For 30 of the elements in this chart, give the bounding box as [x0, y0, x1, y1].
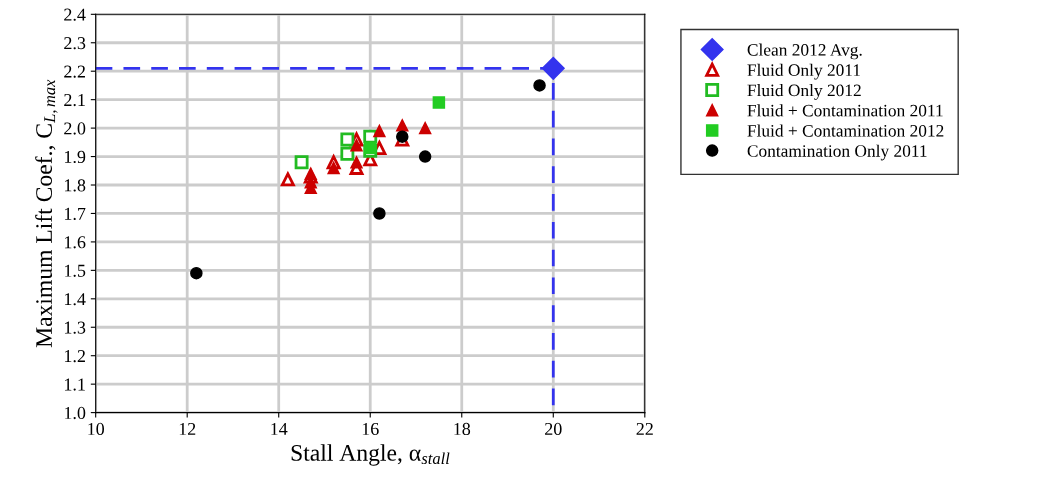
legend-label: Fluid + Contamination 2012 [747, 124, 944, 137]
x-tick-label: 20 [545, 422, 562, 436]
y-tick-label: 2.0 [64, 122, 86, 135]
y-tick-label: 1.2 [64, 350, 85, 363]
y-tick-label: 1.5 [64, 264, 86, 277]
legend-label: Contamination Only 2011 [747, 144, 927, 161]
y-tick-label: 1.6 [64, 236, 86, 249]
legend-label: Fluid Only 2012 [747, 84, 861, 100]
x-tick-label: 16 [362, 422, 379, 436]
y-tick-label: 1.1 [64, 378, 85, 391]
y-tick-label: 2.2 [64, 65, 85, 78]
y-tick-label: 2.4 [64, 8, 86, 21]
y-tick-label: 1.9 [64, 150, 86, 164]
legend-label: Clean 2012 Avg. [747, 43, 862, 60]
legend-label: Fluid Only 2011 [747, 63, 860, 80]
y-tick-label: 1.3 [64, 321, 86, 334]
x-tick-label: 12 [179, 422, 196, 435]
x-axis-title: Stall Angle, α$_{stall}$ [291, 444, 450, 466]
y-axis-title: Maximum Lift Coef., C$_{L,max}$ [35, 79, 58, 348]
y-tick-label: 2.3 [64, 37, 86, 50]
x-tick-label: 10 [88, 422, 105, 436]
x-tick-label: 22 [636, 422, 653, 435]
y-tick-label: 1.7 [64, 207, 86, 220]
y-tick-label: 2.1 [64, 93, 85, 107]
y-tick-label: 1.8 [64, 179, 86, 192]
x-tick-label: 14 [271, 422, 288, 435]
legend-label: Fluid + Contamination 2011 [747, 104, 943, 117]
y-tick-label: 1.4 [64, 293, 86, 306]
x-tick-label: 18 [454, 422, 471, 436]
y-tick-label: 1.0 [64, 406, 86, 420]
